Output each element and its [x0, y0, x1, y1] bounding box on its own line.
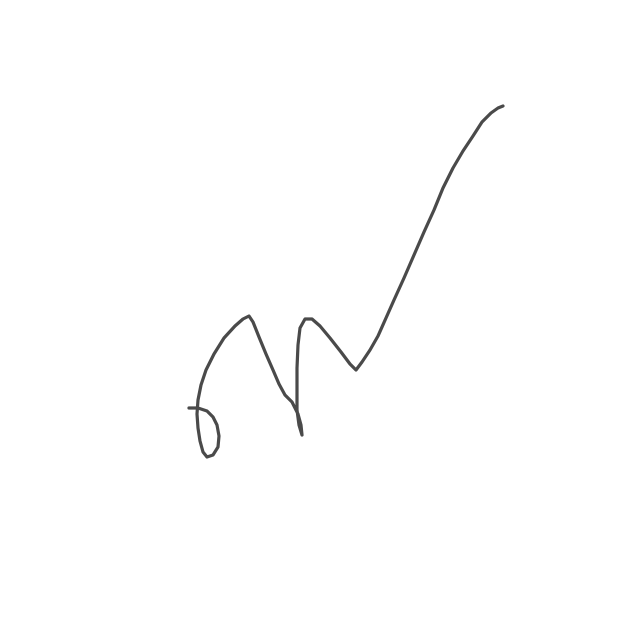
scribble-stroke [187, 104, 505, 459]
